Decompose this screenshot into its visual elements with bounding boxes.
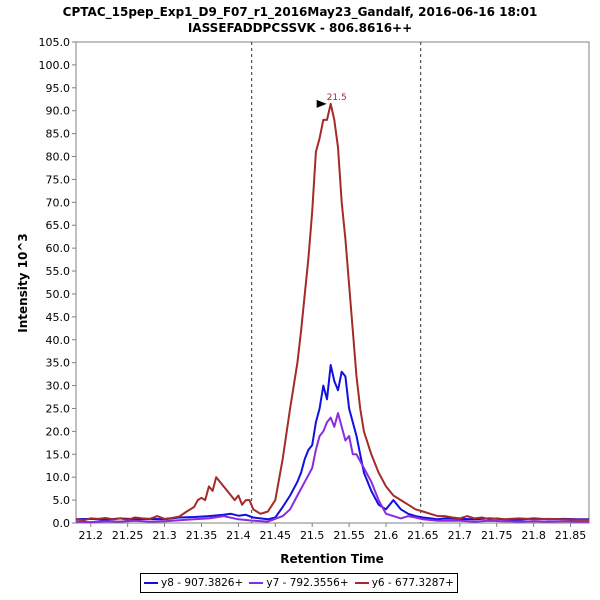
plot-frame (75, 41, 590, 524)
y-tick-label: 5.0 (53, 494, 71, 507)
y-tick-label: 35.0 (46, 357, 71, 370)
series-line-3 (75, 102, 589, 522)
x-tick-label: 21.75 (481, 529, 513, 542)
x-tick-label: 21.8 (521, 529, 546, 542)
y-tick-label: 30.0 (46, 380, 71, 393)
plot-area: 21.5 (75, 41, 590, 524)
y-tick-label: 85.0 (46, 128, 71, 141)
y-tick-label: 70.0 (46, 196, 71, 209)
y-tick-label: 95.0 (46, 82, 71, 95)
y-tick-label: 50.0 (46, 288, 71, 301)
y-tick-label: 90.0 (46, 105, 71, 118)
series-line-1 (75, 364, 589, 521)
y-tick-label: 20.0 (46, 425, 71, 438)
x-axis-label: Retention Time (280, 552, 384, 566)
legend-label: y6 - 677.3287+ (371, 577, 454, 589)
legend-swatch (354, 582, 369, 584)
x-tick-label: 21.85 (555, 529, 587, 542)
y-tick-label: 55.0 (46, 265, 71, 278)
legend-item-3: y6 - 677.3287+ (354, 577, 454, 589)
y-tick-label: 40.0 (46, 334, 71, 347)
x-tick-label: 21.35 (186, 529, 218, 542)
legend-swatch (144, 582, 159, 584)
x-tick-label: 21.3 (152, 529, 177, 542)
peak-marker (316, 99, 327, 108)
legend-label: y7 - 792.3556+ (266, 577, 349, 589)
y-tick-label: 100.0 (39, 59, 71, 72)
legend-swatch (249, 582, 264, 584)
legend-item-1: y8 - 907.3826+ (144, 577, 243, 589)
x-tick-label: 21.5 (300, 529, 325, 542)
y-axis-label: Intensity 10^3 (16, 233, 30, 333)
x-tick-label: 21.55 (333, 529, 365, 542)
y-axis: 0.0 5.0 10.0 15.0 20.0 25.0 30.0 35.0 40.0 45.0 50… (39, 36, 76, 530)
legend-item-2: y7 - 792.3556+ (249, 577, 349, 589)
x-axis: 21.2 21.25 21.3 21.35 21.4 21.45 21.5 21.55 21.6… (79, 523, 587, 542)
legend: y8 - 907.3826+ y7 - 792.3556+ y6 - 677.328… (140, 573, 458, 593)
x-tick-label: 21.65 (407, 529, 439, 542)
series-line-2 (75, 412, 589, 524)
x-tick-label: 21.2 (79, 529, 104, 542)
y-tick-label: 10.0 (46, 471, 71, 484)
y-tick-label: 0.0 (53, 517, 71, 530)
chart-subtitle: IASSEFADDPCSSVK - 806.8616++ (187, 21, 413, 35)
y-tick-label: 80.0 (46, 151, 71, 164)
y-tick-label: 25.0 (46, 402, 71, 415)
x-tick-label: 21.45 (260, 529, 292, 542)
x-tick-label: 21.6 (374, 529, 399, 542)
peak-annotation-label: 21.5 (327, 93, 347, 103)
chart-title: CPTAC_15pep_Exp1_D9_F07_r1_2016May23_Gan… (62, 5, 538, 19)
y-tick-label: 45.0 (46, 311, 71, 324)
x-tick-label: 21.4 (226, 529, 251, 542)
y-tick-label: 60.0 (46, 242, 71, 255)
legend-label: y8 - 907.3826+ (161, 577, 244, 589)
y-tick-label: 15.0 (46, 448, 71, 461)
x-tick-label: 21.25 (112, 529, 144, 542)
x-tick-label: 21.7 (448, 529, 473, 542)
y-tick-label: 75.0 (46, 173, 71, 186)
y-tick-label: 65.0 (46, 219, 71, 232)
y-tick-label: 105.0 (39, 36, 71, 49)
